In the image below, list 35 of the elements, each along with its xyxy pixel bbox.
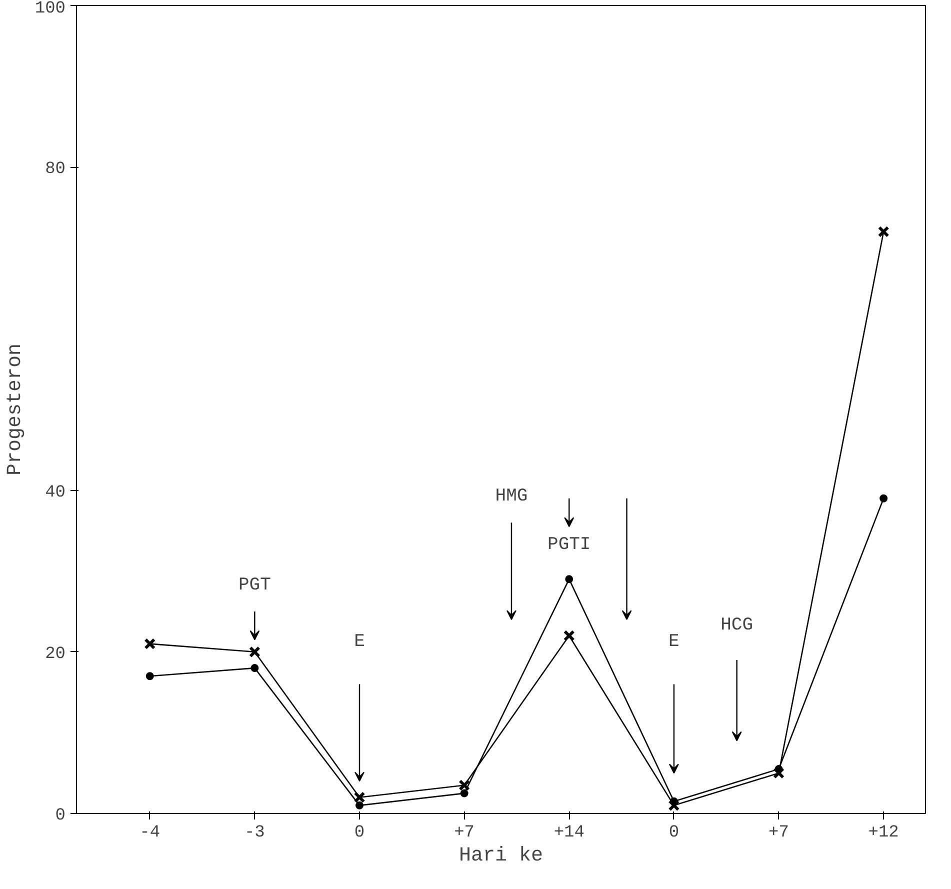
x-tick-label: -4: [140, 824, 160, 842]
point: [878, 226, 890, 238]
y-tick-label: 80: [45, 160, 66, 180]
point: [250, 664, 259, 672]
x-tick-label: +12: [868, 824, 899, 842]
x-tick-label: +7: [454, 824, 475, 842]
point: [356, 801, 364, 810]
x-axis-title: Hari ke: [458, 844, 544, 868]
y-tick-label: 0: [55, 806, 66, 826]
point: [354, 792, 366, 804]
point: [460, 789, 468, 798]
x-tick-label: 0: [668, 824, 680, 842]
annotation: E: [668, 632, 680, 652]
annotation: HCG: [720, 616, 754, 636]
point: [144, 638, 156, 650]
point: [146, 672, 154, 680]
point: [565, 575, 574, 584]
point: [773, 767, 784, 779]
y-tick-label: 20: [45, 644, 66, 664]
point: [458, 779, 470, 791]
x-tick-label: +14: [554, 824, 584, 842]
annotation: PGTI: [548, 534, 591, 555]
annotation: HMG: [495, 486, 528, 506]
x-tick-label: -3: [244, 824, 265, 842]
annotation: E: [354, 632, 365, 652]
point: [248, 646, 260, 658]
annotation: PGT: [238, 575, 272, 596]
y-tick-label: 40: [45, 483, 66, 502]
y-axis-title: Progesteron: [4, 343, 27, 476]
point: [880, 494, 888, 502]
y-tick-label: 100: [34, 0, 66, 18]
x-tick-label: 0: [354, 824, 365, 842]
x-tick-label: +7: [768, 824, 789, 842]
point: [668, 800, 680, 812]
point: [563, 630, 575, 642]
